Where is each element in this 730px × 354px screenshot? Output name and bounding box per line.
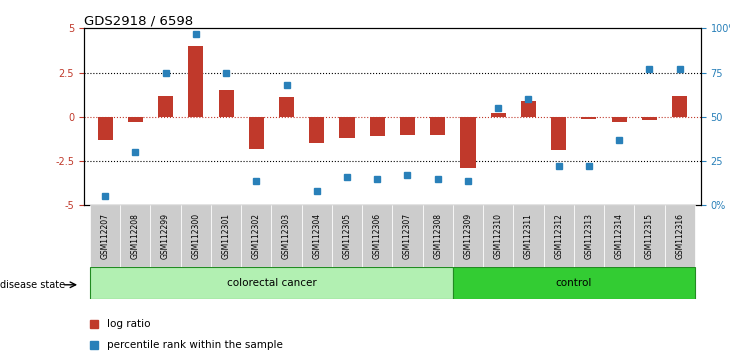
Bar — [544, 205, 574, 267]
Text: GSM112311: GSM112311 — [524, 213, 533, 259]
Bar — [581, 117, 596, 119]
Bar — [90, 267, 453, 299]
Bar — [272, 205, 301, 267]
Bar — [98, 117, 112, 140]
Text: GSM112310: GSM112310 — [493, 213, 503, 259]
Bar — [664, 205, 695, 267]
Bar — [150, 205, 181, 267]
Bar — [604, 205, 634, 267]
Bar — [339, 117, 355, 138]
Text: GSM112309: GSM112309 — [464, 213, 472, 259]
Text: GSM112314: GSM112314 — [615, 213, 623, 259]
Text: GSM112315: GSM112315 — [645, 213, 654, 259]
Text: GSM112306: GSM112306 — [373, 213, 382, 259]
Bar — [279, 97, 294, 117]
Bar — [128, 117, 143, 122]
Bar — [491, 113, 506, 117]
Bar — [332, 205, 362, 267]
Text: colorectal cancer: colorectal cancer — [226, 278, 316, 288]
Bar — [241, 205, 272, 267]
Text: GSM112313: GSM112313 — [585, 213, 593, 259]
Bar — [400, 117, 415, 135]
Bar — [120, 205, 150, 267]
Bar — [211, 205, 241, 267]
Text: GSM112305: GSM112305 — [342, 213, 352, 259]
Bar — [301, 205, 332, 267]
Bar — [461, 117, 475, 168]
Text: GSM112300: GSM112300 — [191, 213, 200, 259]
Text: GDS2918 / 6598: GDS2918 / 6598 — [84, 14, 193, 27]
Text: GSM112208: GSM112208 — [131, 213, 140, 259]
Bar — [612, 117, 627, 122]
Bar — [521, 101, 536, 117]
Bar — [574, 205, 604, 267]
Bar — [513, 205, 544, 267]
Text: percentile rank within the sample: percentile rank within the sample — [107, 340, 283, 350]
Bar — [188, 46, 204, 117]
Text: GSM112304: GSM112304 — [312, 213, 321, 259]
Text: GSM112312: GSM112312 — [554, 213, 563, 259]
Bar — [218, 90, 234, 117]
Bar — [551, 117, 566, 150]
Bar — [158, 96, 173, 117]
Bar — [430, 117, 445, 135]
Text: log ratio: log ratio — [107, 319, 150, 329]
Text: GSM112301: GSM112301 — [222, 213, 231, 259]
Bar — [249, 117, 264, 149]
Text: GSM112302: GSM112302 — [252, 213, 261, 259]
Text: GSM112316: GSM112316 — [675, 213, 684, 259]
Bar — [90, 205, 120, 267]
Bar — [310, 117, 324, 143]
Bar — [393, 205, 423, 267]
Text: control: control — [556, 278, 592, 288]
Bar — [423, 205, 453, 267]
Bar — [642, 117, 657, 120]
Bar — [453, 205, 483, 267]
Bar — [672, 96, 687, 117]
Text: GSM112303: GSM112303 — [282, 213, 291, 259]
Text: disease state: disease state — [0, 280, 65, 290]
Text: GSM112207: GSM112207 — [101, 213, 110, 259]
Text: GSM112308: GSM112308 — [433, 213, 442, 259]
Bar — [369, 117, 385, 136]
Bar — [181, 205, 211, 267]
Text: GSM112299: GSM112299 — [161, 213, 170, 259]
Bar — [453, 267, 695, 299]
Bar — [634, 205, 664, 267]
Bar — [483, 205, 513, 267]
Text: GSM112307: GSM112307 — [403, 213, 412, 259]
Bar — [362, 205, 393, 267]
